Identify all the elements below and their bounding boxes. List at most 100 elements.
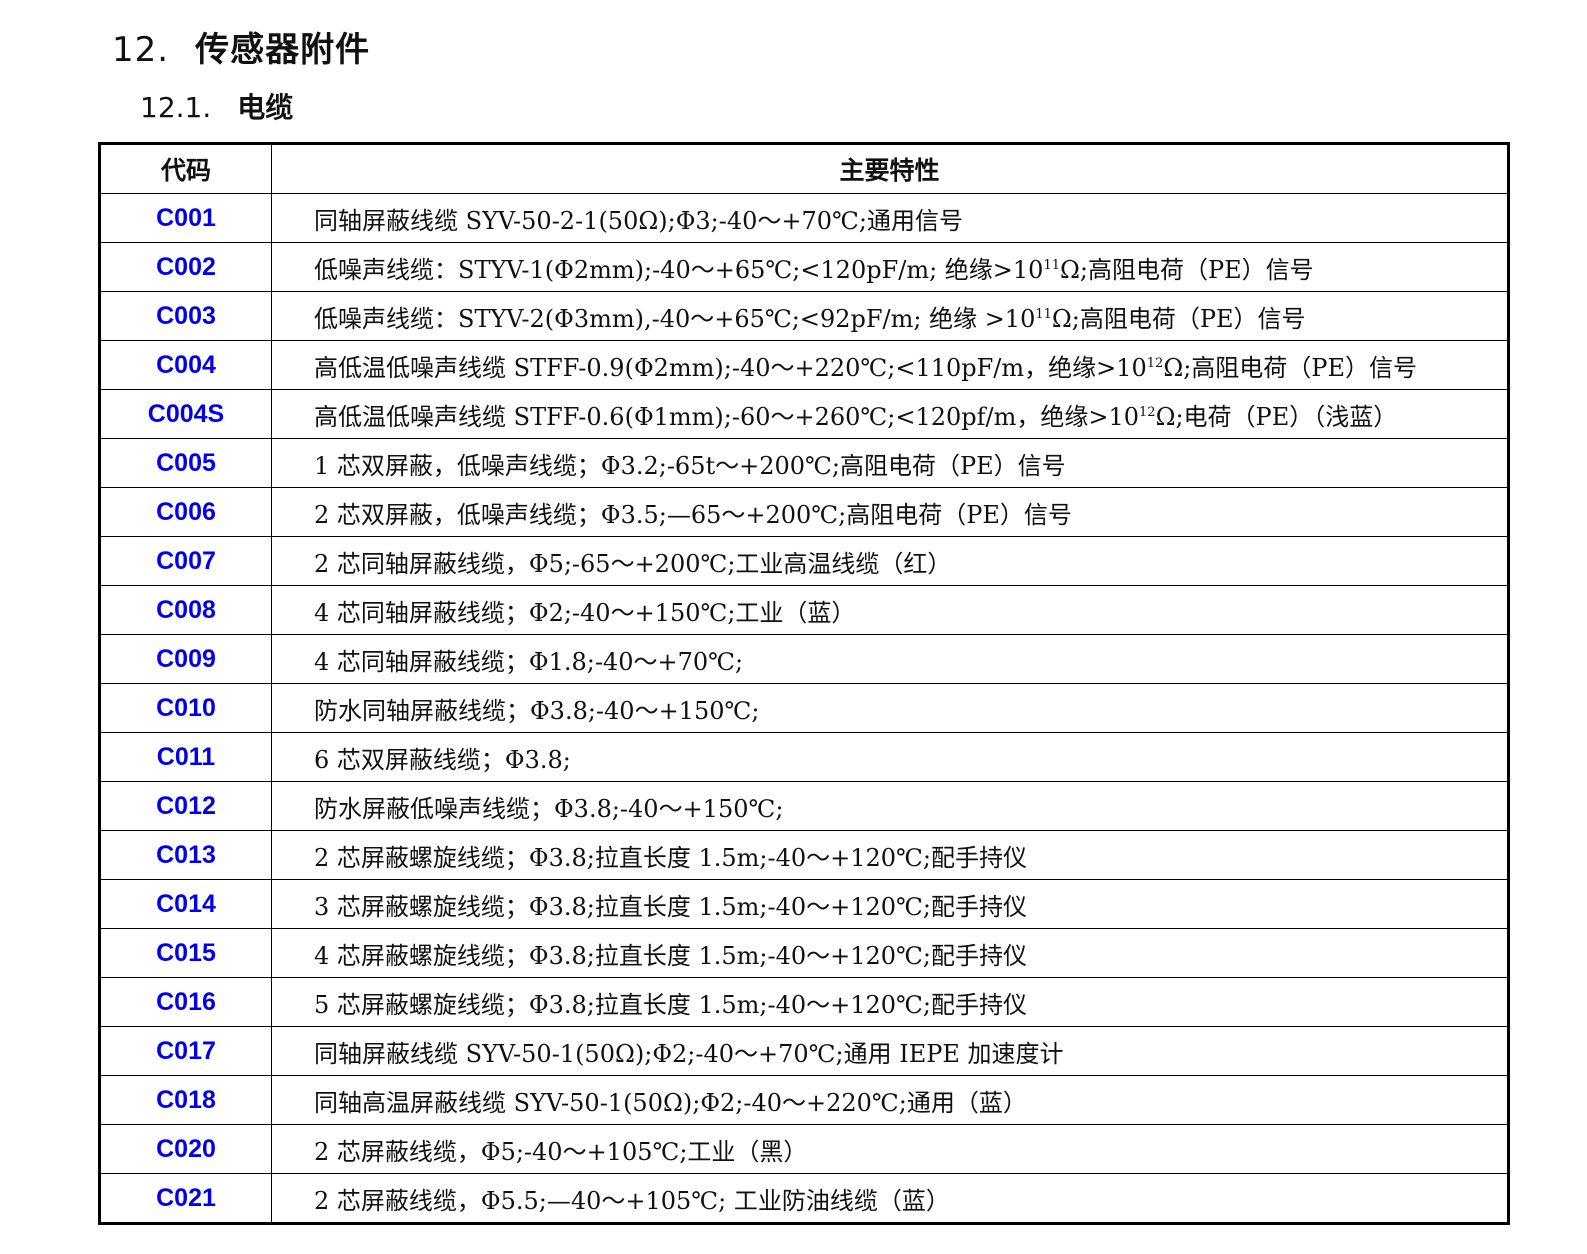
table-row: C015 4 芯屏蔽螺旋线缆；Φ3.8;拉直长度 1.5m;-40～+120℃;… bbox=[99, 928, 1509, 978]
cable-description: 同轴屏蔽线缆 SYV-50-1(50Ω);Φ2;-40～+70℃;通用 IEPE… bbox=[271, 1026, 1509, 1076]
table-row: C012 防水屏蔽低噪声线缆；Φ3.8;-40～+150℃; bbox=[99, 781, 1509, 831]
exponent: 11 bbox=[1035, 306, 1052, 322]
subsection-heading: 12.1. 电缆 bbox=[140, 86, 293, 126]
description-text-after: Ω;高阻电荷（PE）信号 bbox=[1060, 255, 1314, 284]
cable-description: 3 芯屏蔽螺旋线缆；Φ3.8;拉直长度 1.5m;-40～+120℃;配手持仪 bbox=[271, 879, 1509, 929]
description-text: 高低温低噪声线缆 STFF-0.6(Φ1mm);-60～+260℃;<120pf… bbox=[314, 402, 1140, 431]
cable-description: 4 芯屏蔽螺旋线缆；Φ3.8;拉直长度 1.5m;-40～+120℃;配手持仪 bbox=[271, 928, 1509, 978]
description-text: 低噪声线缆：STYV-2(Φ3mm),-40～+65℃;<92pF/m; 绝缘 … bbox=[314, 304, 1036, 333]
cable-description: 同轴屏蔽线缆 SYV-50-2-1(50Ω);Φ3;-40～+70℃;通用信号 bbox=[271, 193, 1509, 243]
description-text: 低噪声线缆：STYV-1(Φ2mm);-40～+65℃;<120pF/m; 绝缘… bbox=[314, 255, 1044, 284]
cable-code: C011 bbox=[99, 732, 272, 782]
description-text: 1 芯双屏蔽，低噪声线缆；Φ3.2;-65t～+200℃;高阻电荷（PE）信号 bbox=[314, 451, 1066, 480]
cable-code: C014 bbox=[99, 879, 272, 929]
cable-code: C008 bbox=[99, 585, 272, 635]
table-row: C007 2 芯同轴屏蔽线缆，Φ5;-65～+200℃;工业高温线缆（红） bbox=[99, 536, 1509, 586]
exponent: 12 bbox=[1139, 404, 1156, 420]
description-text: 6 芯双屏蔽线缆；Φ3.8; bbox=[314, 745, 571, 774]
cable-code: C004 bbox=[99, 340, 272, 390]
description-text: 3 芯屏蔽螺旋线缆；Φ3.8;拉直长度 1.5m;-40～+120℃;配手持仪 bbox=[314, 892, 1027, 921]
cable-code: C015 bbox=[99, 928, 272, 978]
cable-description: 1 芯双屏蔽，低噪声线缆；Φ3.2;-65t～+200℃;高阻电荷（PE）信号 bbox=[271, 438, 1509, 488]
cable-description: 防水同轴屏蔽线缆；Φ3.8;-40～+150℃; bbox=[271, 683, 1509, 733]
cable-table: 代码 主要特性 C001 同轴屏蔽线缆 SYV-50-2-1(50Ω);Φ3;-… bbox=[98, 142, 1510, 1225]
table-row: C013 2 芯屏蔽螺旋线缆；Φ3.8;拉直长度 1.5m;-40～+120℃;… bbox=[99, 830, 1509, 880]
exponent: 12 bbox=[1146, 355, 1164, 371]
subsection-title: 电缆 bbox=[237, 91, 294, 124]
header-features: 主要特性 bbox=[271, 143, 1509, 194]
table-row: C003 低噪声线缆：STYV-2(Φ3mm),-40～+65℃;<92pF/m… bbox=[99, 291, 1509, 341]
description-text: 2 芯屏蔽螺旋线缆；Φ3.8;拉直长度 1.5m;-40～+120℃;配手持仪 bbox=[314, 843, 1027, 872]
table-row: C021 2 芯屏蔽线缆，Φ5.5;—40～+105℃; 工业防油线缆（蓝） bbox=[99, 1173, 1509, 1224]
cable-code: C006 bbox=[99, 487, 272, 537]
table-row: C005 1 芯双屏蔽，低噪声线缆；Φ3.2;-65t～+200℃;高阻电荷（P… bbox=[99, 438, 1509, 488]
cable-code: C016 bbox=[99, 977, 272, 1027]
description-text: 5 芯屏蔽螺旋线缆；Φ3.8;拉直长度 1.5m;-40～+120℃;配手持仪 bbox=[314, 990, 1027, 1019]
table-row: C010 防水同轴屏蔽线缆；Φ3.8;-40～+150℃; bbox=[99, 683, 1509, 733]
description-text: 高低温低噪声线缆 STFF-0.9(Φ2mm);-40～+220℃;<110pF… bbox=[314, 353, 1147, 382]
cable-code: C001 bbox=[99, 193, 272, 243]
description-text: 同轴屏蔽线缆 SYV-50-1(50Ω);Φ2;-40～+70℃;通用 IEPE… bbox=[314, 1039, 1064, 1068]
cable-description: 高低温低噪声线缆 STFF-0.9(Φ2mm);-40～+220℃;<110pF… bbox=[271, 340, 1509, 390]
cable-description: 2 芯屏蔽线缆，Φ5.5;—40～+105℃; 工业防油线缆（蓝） bbox=[271, 1173, 1509, 1224]
cable-code: C010 bbox=[99, 683, 272, 733]
cable-code: C005 bbox=[99, 438, 272, 488]
section-title: 传感器附件 bbox=[195, 30, 371, 70]
cable-description: 低噪声线缆：STYV-1(Φ2mm);-40～+65℃;<120pF/m; 绝缘… bbox=[271, 242, 1509, 292]
table-row: C018 同轴高温屏蔽线缆 SYV-50-1(50Ω);Φ2;-40～+220℃… bbox=[99, 1075, 1509, 1125]
table-row: C001 同轴屏蔽线缆 SYV-50-2-1(50Ω);Φ3;-40～+70℃;… bbox=[99, 193, 1509, 243]
table-row: C020 2 芯屏蔽线缆，Φ5;-40～+105℃;工业（黑） bbox=[99, 1124, 1509, 1174]
header-code: 代码 bbox=[99, 143, 272, 194]
description-text-after: Ω;高阻电荷（PE）信号 bbox=[1163, 353, 1417, 382]
cable-description: 4 芯同轴屏蔽线缆；Φ1.8;-40～+70℃; bbox=[271, 634, 1509, 684]
table-row: C004 高低温低噪声线缆 STFF-0.9(Φ2mm);-40～+220℃;<… bbox=[99, 340, 1509, 390]
cable-description: 2 芯双屏蔽，低噪声线缆；Φ3.5;—65～+200℃;高阻电荷（PE）信号 bbox=[271, 487, 1509, 537]
table-row: C006 2 芯双屏蔽，低噪声线缆；Φ3.5;—65～+200℃;高阻电荷（PE… bbox=[99, 487, 1509, 537]
description-text: 防水屏蔽低噪声线缆；Φ3.8;-40～+150℃; bbox=[314, 794, 784, 823]
section-heading: 12. 传感器附件 bbox=[112, 22, 370, 71]
description-text: 4 芯同轴屏蔽线缆；Φ2;-40～+150℃;工业（蓝） bbox=[314, 598, 856, 627]
cable-description: 2 芯同轴屏蔽线缆，Φ5;-65～+200℃;工业高温线缆（红） bbox=[271, 536, 1509, 586]
description-text: 同轴高温屏蔽线缆 SYV-50-1(50Ω);Φ2;-40～+220℃;通用（蓝… bbox=[314, 1088, 1027, 1117]
description-text: 2 芯屏蔽线缆，Φ5.5;—40～+105℃; 工业防油线缆（蓝） bbox=[314, 1186, 950, 1215]
cable-description: 2 芯屏蔽螺旋线缆；Φ3.8;拉直长度 1.5m;-40～+120℃;配手持仪 bbox=[271, 830, 1509, 880]
table-row: C002 低噪声线缆：STYV-1(Φ2mm);-40～+65℃;<120pF/… bbox=[99, 242, 1509, 292]
description-text: 2 芯同轴屏蔽线缆，Φ5;-65～+200℃;工业高温线缆（红） bbox=[314, 549, 952, 578]
table-row: C014 3 芯屏蔽螺旋线缆；Φ3.8;拉直长度 1.5m;-40～+120℃;… bbox=[99, 879, 1509, 929]
description-text: 同轴屏蔽线缆 SYV-50-2-1(50Ω);Φ3;-40～+70℃;通用信号 bbox=[314, 206, 963, 235]
cable-description: 6 芯双屏蔽线缆；Φ3.8; bbox=[271, 732, 1509, 782]
cable-code: C017 bbox=[99, 1026, 272, 1076]
description-text: 4 芯屏蔽螺旋线缆；Φ3.8;拉直长度 1.5m;-40～+120℃;配手持仪 bbox=[314, 941, 1027, 970]
cable-code: C004S bbox=[99, 389, 272, 439]
cable-description: 同轴高温屏蔽线缆 SYV-50-1(50Ω);Φ2;-40～+220℃;通用（蓝… bbox=[271, 1075, 1509, 1125]
cable-code: C002 bbox=[99, 242, 272, 292]
description-text: 4 芯同轴屏蔽线缆；Φ1.8;-40～+70℃; bbox=[314, 647, 744, 676]
table-row: C016 5 芯屏蔽螺旋线缆；Φ3.8;拉直长度 1.5m;-40～+120℃;… bbox=[99, 977, 1509, 1027]
description-text: 2 芯双屏蔽，低噪声线缆；Φ3.5;—65～+200℃;高阻电荷（PE）信号 bbox=[314, 500, 1072, 529]
table-row: C017 同轴屏蔽线缆 SYV-50-1(50Ω);Φ2;-40～+70℃;通用… bbox=[99, 1026, 1509, 1076]
cable-description: 高低温低噪声线缆 STFF-0.6(Φ1mm);-60～+260℃;<120pf… bbox=[271, 389, 1509, 439]
cable-code: C020 bbox=[99, 1124, 272, 1174]
cable-description: 防水屏蔽低噪声线缆；Φ3.8;-40～+150℃; bbox=[271, 781, 1509, 831]
cable-description: 2 芯屏蔽线缆，Φ5;-40～+105℃;工业（黑） bbox=[271, 1124, 1509, 1174]
cable-description: 低噪声线缆：STYV-2(Φ3mm),-40～+65℃;<92pF/m; 绝缘 … bbox=[271, 291, 1509, 341]
cable-code: C021 bbox=[99, 1173, 272, 1224]
table-header-row: 代码 主要特性 bbox=[99, 143, 1509, 194]
description-text: 防水同轴屏蔽线缆；Φ3.8;-40～+150℃; bbox=[314, 696, 760, 725]
exponent: 11 bbox=[1043, 257, 1060, 273]
section-number: 12. bbox=[112, 30, 170, 70]
description-text: 2 芯屏蔽线缆，Φ5;-40～+105℃;工业（黑） bbox=[314, 1137, 808, 1166]
table-row: C008 4 芯同轴屏蔽线缆；Φ2;-40～+150℃;工业（蓝） bbox=[99, 585, 1509, 635]
description-text-after: Ω;电荷（PE）（浅蓝） bbox=[1155, 402, 1398, 431]
cable-code: C018 bbox=[99, 1075, 272, 1125]
description-text-after: Ω;高阻电荷（PE）信号 bbox=[1051, 304, 1306, 333]
cable-code: C003 bbox=[99, 291, 272, 341]
cable-code: C007 bbox=[99, 536, 272, 586]
cable-description: 5 芯屏蔽螺旋线缆；Φ3.8;拉直长度 1.5m;-40～+120℃;配手持仪 bbox=[271, 977, 1509, 1027]
cable-description: 4 芯同轴屏蔽线缆；Φ2;-40～+150℃;工业（蓝） bbox=[271, 585, 1509, 635]
table-row: C011 6 芯双屏蔽线缆；Φ3.8; bbox=[99, 732, 1509, 782]
table-row: C009 4 芯同轴屏蔽线缆；Φ1.8;-40～+70℃; bbox=[99, 634, 1509, 684]
cable-code: C012 bbox=[99, 781, 272, 831]
cable-code: C013 bbox=[99, 830, 272, 880]
cable-code: C009 bbox=[99, 634, 272, 684]
